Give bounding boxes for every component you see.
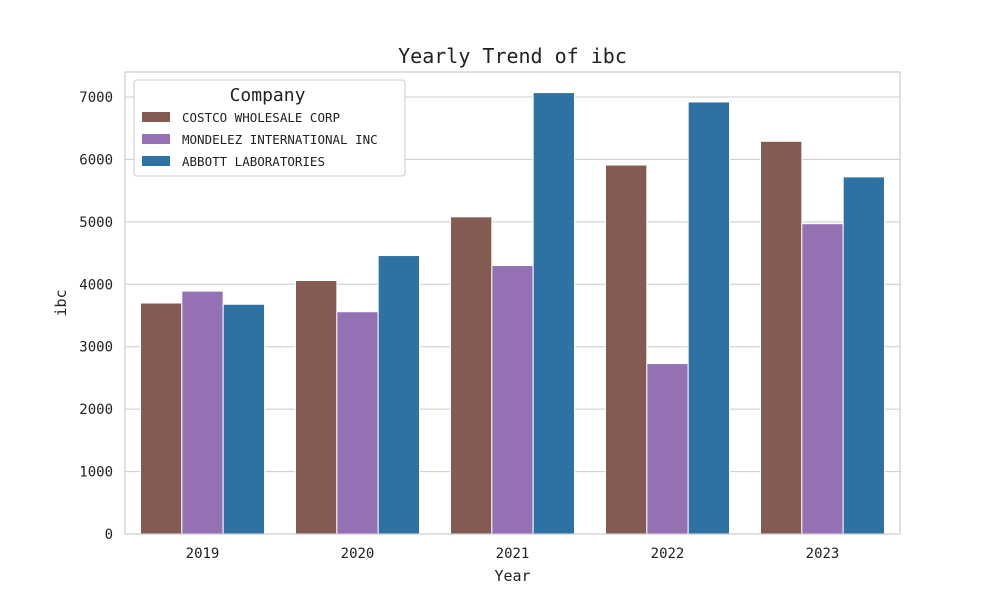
y-tick-label: 7000 [79, 90, 113, 106]
chart-title: Yearly Trend of ibc [398, 44, 627, 68]
bar [532, 92, 576, 535]
x-axis-ticks: 2019 2020 2021 2022 2023 [186, 546, 840, 562]
bar [687, 101, 731, 535]
y-tick-label: 1000 [79, 465, 113, 481]
x-tick-label: 2019 [186, 546, 220, 562]
legend-label: ABBOTT LABORATORIES [182, 154, 325, 169]
y-tick-label: 2000 [79, 402, 113, 418]
bar [760, 140, 803, 535]
y-axis-label: ibc [52, 289, 70, 316]
legend-swatch [142, 134, 170, 144]
legend-swatch [142, 156, 170, 166]
legend-label: MONDELEZ INTERNATIONAL INC [182, 132, 378, 147]
x-tick-label: 2020 [341, 546, 375, 562]
y-tick-label: 6000 [79, 152, 113, 168]
plot-frame [124, 71, 901, 535]
bar [801, 223, 844, 535]
bar [450, 216, 493, 535]
bar [295, 280, 338, 535]
bar [222, 303, 266, 535]
y-tick-label: 3000 [79, 340, 113, 356]
bar [646, 363, 689, 535]
y-tick-label: 4000 [79, 277, 113, 293]
legend-box [133, 79, 406, 177]
bar [491, 265, 534, 535]
legend-title: Company [230, 85, 306, 106]
y-tick-label: 5000 [79, 215, 113, 231]
bar [181, 290, 224, 535]
bar [605, 164, 648, 535]
y-tick-label: 0 [105, 527, 113, 543]
legend-items: COSTCO WHOLESALE CORP MONDELEZ INTERNATIO… [142, 110, 378, 169]
bar [842, 176, 886, 535]
legend: Company COSTCO WHOLESALE CORP MONDELEZ IN… [133, 79, 406, 177]
legend-swatch [142, 112, 170, 122]
bar [140, 302, 183, 535]
x-tick-label: 2021 [496, 546, 530, 562]
x-axis-label: Year [494, 567, 530, 585]
x-tick-label: 2022 [651, 546, 685, 562]
legend-label: COSTCO WHOLESALE CORP [182, 110, 340, 125]
x-tick-label: 2023 [806, 546, 840, 562]
bar [336, 311, 379, 535]
bar [377, 255, 420, 535]
bars [140, 92, 886, 535]
y-axis-ticks: 0 1000 2000 3000 4000 5000 6000 7000 [79, 90, 113, 543]
